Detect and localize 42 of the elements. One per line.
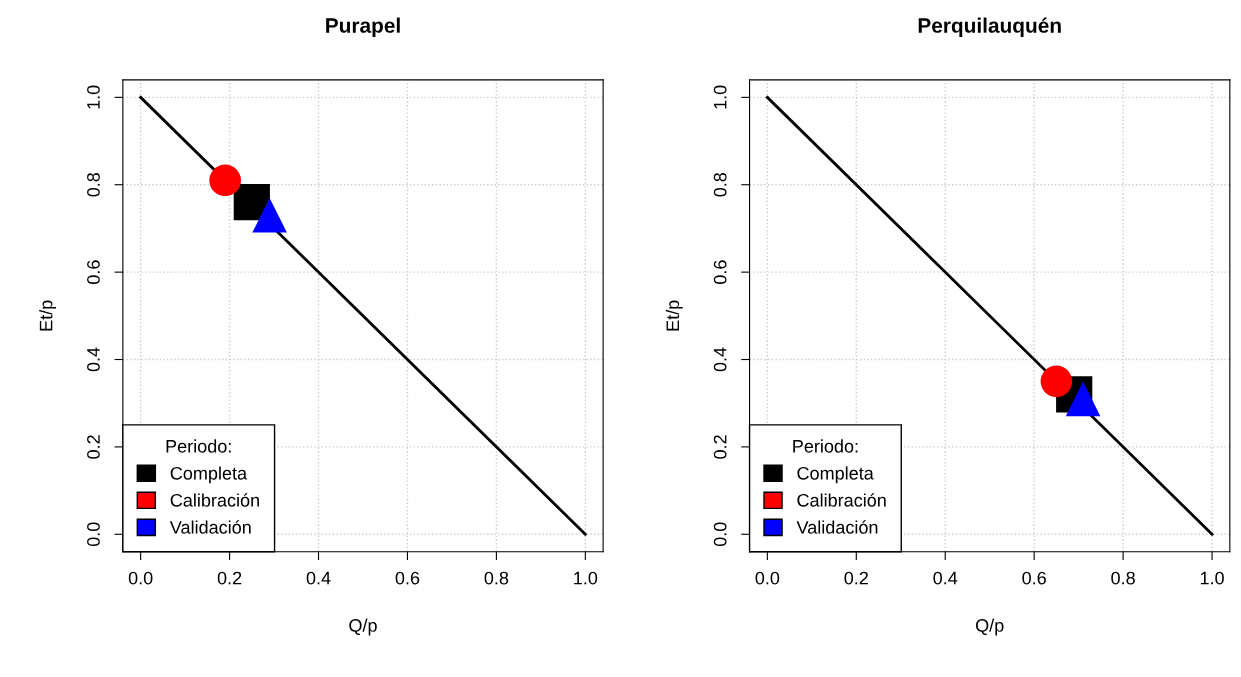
legend-title: Periodo: xyxy=(793,439,858,453)
y-tick-label: 0.4 xyxy=(87,347,100,372)
legend-label: Validación xyxy=(796,520,878,534)
chart-title: Perquilauquén xyxy=(918,17,1061,37)
y-tick-label: 0.4 xyxy=(713,347,727,372)
x-axis-title: Q/p xyxy=(349,618,377,636)
legend-label: Calibración xyxy=(170,493,259,507)
x-tick-label: 0.0 xyxy=(128,571,153,585)
point xyxy=(209,164,241,197)
y-tick-label: 0.2 xyxy=(713,435,727,459)
y-tick-label: 0.8 xyxy=(713,172,727,197)
x-tick-label: 0.2 xyxy=(217,571,242,585)
y-tick-label: 0.0 xyxy=(713,522,727,547)
y-tick-label: 0.0 xyxy=(87,522,100,547)
legend-label: Calibración xyxy=(797,493,886,507)
x-tick-label: 1.0 xyxy=(574,571,598,585)
x-tick-label: 0.4 xyxy=(933,571,958,585)
x-tick-label: 0.2 xyxy=(844,571,868,585)
legend-title: Periodo: xyxy=(166,439,231,453)
x-tick-label: 0.6 xyxy=(1022,571,1046,585)
legend-label: Completa xyxy=(797,466,874,484)
legend-label: Completa xyxy=(170,466,248,484)
x-tick-label: 0.4 xyxy=(306,571,331,585)
x-axis-title: Q/p xyxy=(976,618,1004,636)
y-tick-label: 1.0 xyxy=(713,85,727,109)
x-tick-label: 0.6 xyxy=(395,571,420,585)
y-tick-label: 0.2 xyxy=(87,435,100,459)
x-tick-label: 0.8 xyxy=(1111,571,1135,585)
point xyxy=(1065,381,1101,417)
legend-label: Validación xyxy=(169,520,251,534)
point xyxy=(252,198,287,233)
y-tick-label: 0.8 xyxy=(87,172,100,197)
x-tick-label: 1.0 xyxy=(1200,571,1224,585)
x-tick-label: 0.0 xyxy=(755,571,780,585)
y-axis-title: Et/p xyxy=(39,300,57,331)
y-axis-title: Et/p xyxy=(665,300,683,331)
chart-title: Purapel xyxy=(326,17,400,37)
x-tick-label: 0.8 xyxy=(484,571,509,585)
y-tick-label: 1.0 xyxy=(87,85,100,109)
y-tick-label: 0.6 xyxy=(87,260,100,284)
point xyxy=(1040,365,1073,398)
y-tick-label: 0.6 xyxy=(713,260,727,284)
